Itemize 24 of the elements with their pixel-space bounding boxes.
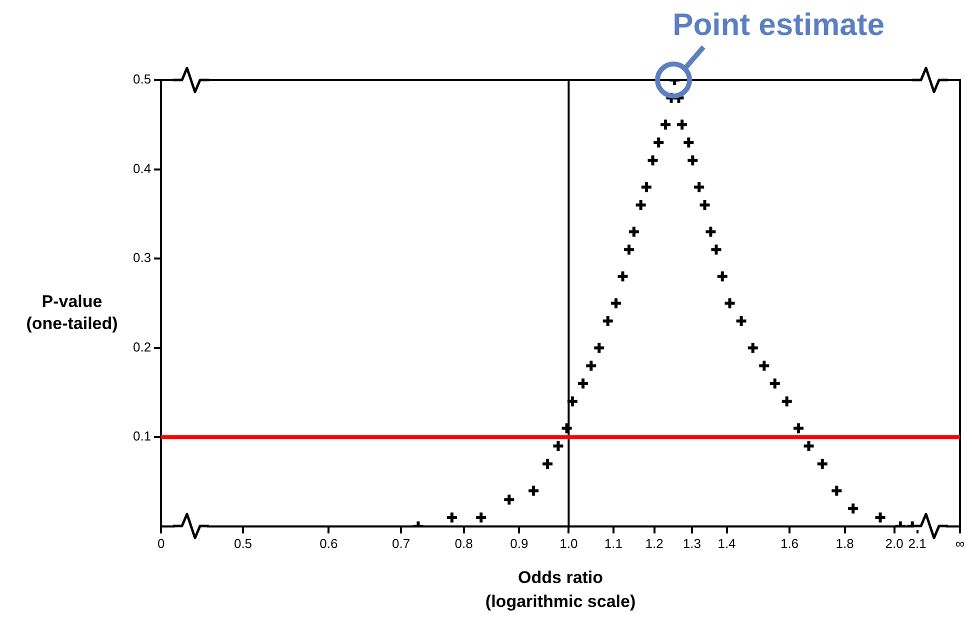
annotation: Point estimate — [672, 7, 884, 42]
x-tick-label: 1.6 — [780, 536, 799, 551]
x-tick-label: 0.8 — [454, 536, 473, 551]
x-tick-label: 1.3 — [682, 536, 701, 551]
x-tick-label: 2.0 — [885, 536, 904, 551]
x-tick-label: 1.8 — [836, 536, 854, 551]
y-tick-label: 0.4 — [132, 160, 152, 176]
y-tick-label: 0.5 — [132, 72, 152, 87]
y-tick-label: 0.3 — [132, 250, 152, 266]
y-axis-title: P-value (one-tailed) — [26, 292, 118, 333]
y-tick-label: 0.1 — [132, 428, 152, 444]
x-tick-label: 0.6 — [320, 536, 338, 551]
x-tick-label: 1.2 — [645, 536, 664, 551]
x-tick-label: 0.9 — [510, 536, 528, 551]
x-tick-label: 1.1 — [604, 536, 622, 551]
x-tick-label: 1.0 — [560, 536, 578, 551]
x-tick-label: 0.7 — [392, 536, 410, 551]
x-tick-label: 2.1 — [908, 536, 926, 551]
x-tick-label: 0.5 — [234, 536, 252, 551]
x-tick-label: ∞ — [955, 536, 965, 551]
y-tick-label: 0.2 — [132, 339, 152, 354]
x-tick-label: 1.4 — [718, 536, 736, 551]
x-tick-label: 0 — [157, 536, 165, 551]
x-axis-title: Odds ratio (logarithmic scale) — [485, 568, 636, 612]
